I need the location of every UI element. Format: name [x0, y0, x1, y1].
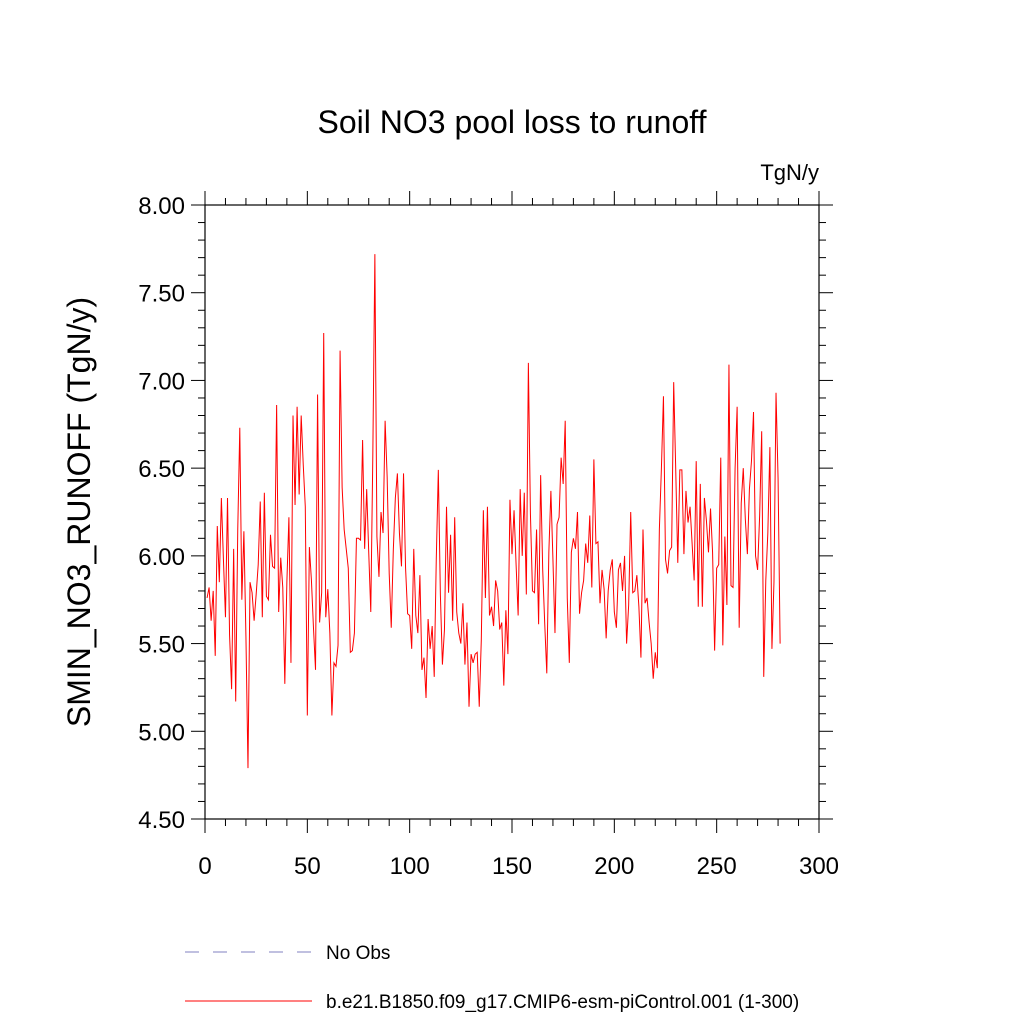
y-tick-label: 7.00 [138, 368, 185, 395]
y-axis-label: SMIN_NO3_RUNOFF (TgN/y) [61, 297, 97, 727]
legend: No Obs b.e21.B1850.f09_g17.CMIP6-esm-piC… [185, 943, 799, 1013]
x-tick-label: 100 [390, 853, 430, 880]
x-tick-label: 250 [697, 853, 737, 880]
legend-label-control: b.e21.B1850.f09_g17.CMIP6-esm-piControl.… [326, 992, 799, 1013]
y-tick-label: 6.00 [138, 544, 185, 571]
legend-label-no-obs: No Obs [326, 943, 390, 964]
x-tick-label: 150 [492, 853, 532, 880]
chart-title: Soil NO3 pool loss to runoff [318, 104, 707, 140]
y-tick-label: 8.00 [138, 193, 185, 220]
series-line [206, 254, 781, 769]
tick-labels: 0 50 100 150 200 250 300 4.50 5.00 5.50 6.00 6.50 7.… [138, 193, 839, 880]
y-tick-label: 6.50 [138, 456, 185, 483]
x-tick-label: 300 [799, 853, 839, 880]
x-tick-label: 50 [294, 853, 321, 880]
y-tick-label: 5.00 [138, 719, 185, 746]
plot-frame [204, 204, 820, 820]
x-tick-label: 0 [198, 853, 211, 880]
x-tick-label: 200 [594, 853, 634, 880]
y-tick-label: 5.50 [138, 632, 185, 659]
y-tick-label: 4.50 [138, 807, 185, 834]
series-layer [206, 254, 781, 769]
axis-ticks [191, 191, 833, 833]
y-tick-label: 7.50 [138, 281, 185, 308]
units-label: TgN/y [760, 160, 819, 185]
